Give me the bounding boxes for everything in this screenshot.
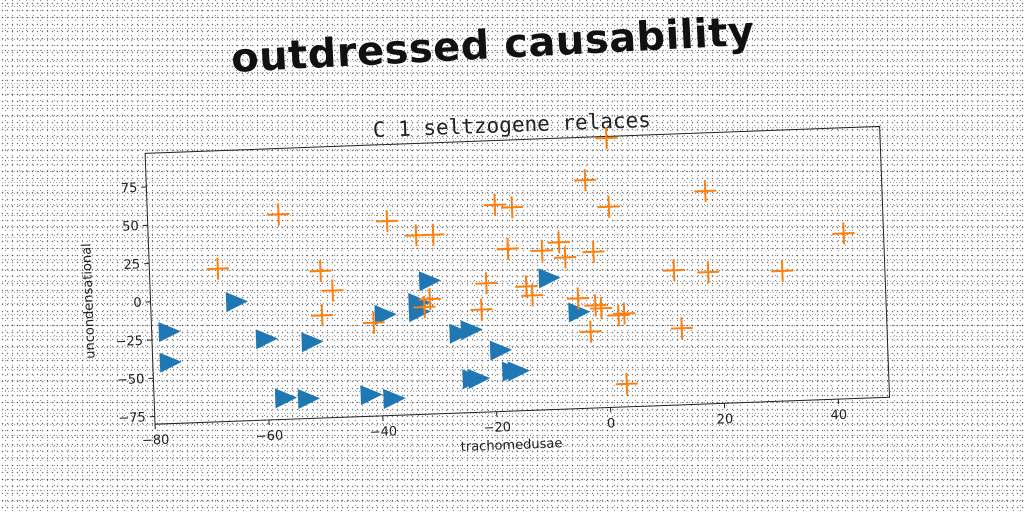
plus-point bbox=[595, 126, 618, 150]
triangle-point bbox=[489, 340, 513, 361]
plus-point bbox=[470, 298, 493, 321]
plus-point bbox=[697, 261, 720, 284]
triangle-point bbox=[255, 329, 278, 350]
triangle-point bbox=[568, 302, 591, 323]
y-axis-label: uncondensational bbox=[79, 243, 98, 359]
plus-point bbox=[574, 169, 597, 192]
triangle-point bbox=[158, 322, 181, 343]
plus-point bbox=[521, 284, 544, 307]
plus-point bbox=[567, 287, 590, 310]
x-tick-label: 0 bbox=[607, 416, 616, 431]
plus-point bbox=[267, 203, 290, 226]
y-tick-label: −50 bbox=[117, 372, 145, 388]
plus-point bbox=[582, 240, 605, 263]
triangle-point bbox=[274, 388, 298, 409]
y-tick-label: −25 bbox=[115, 334, 143, 350]
triangle-point bbox=[538, 268, 561, 289]
triangle-point bbox=[418, 271, 442, 292]
plus-point bbox=[515, 275, 538, 298]
triangle-point bbox=[383, 388, 406, 409]
y-tick-label: 0 bbox=[133, 296, 142, 311]
scatter-points bbox=[158, 126, 855, 410]
plus-point bbox=[579, 320, 602, 343]
plus-point bbox=[483, 193, 506, 216]
plus-point bbox=[496, 237, 519, 260]
triangle-point bbox=[159, 352, 182, 373]
plus-point bbox=[206, 257, 229, 280]
x-tick-label: −60 bbox=[256, 428, 284, 444]
triangle-point bbox=[467, 368, 491, 389]
plus-point bbox=[597, 195, 620, 218]
plus-point bbox=[615, 372, 638, 395]
plus-point bbox=[662, 259, 685, 282]
plus-point bbox=[771, 259, 794, 282]
y-tick-label: 25 bbox=[123, 257, 140, 273]
plus-point bbox=[500, 196, 524, 219]
plus-point bbox=[584, 294, 607, 317]
triangle-point bbox=[225, 292, 249, 313]
x-axis-ticks: −80 −60 −40 −20 0 20 40 bbox=[142, 399, 847, 449]
y-axis-ticks: −75 −50 −25 0 25 50 75 bbox=[115, 181, 155, 426]
plus-point bbox=[531, 239, 554, 262]
plus-point bbox=[362, 311, 385, 334]
plot-frame bbox=[144, 125, 891, 425]
plus-point bbox=[376, 210, 399, 233]
y-tick-label: 50 bbox=[122, 219, 139, 235]
plus-point bbox=[321, 279, 344, 302]
x-tick-label: −80 bbox=[142, 433, 170, 449]
y-tick-label: −75 bbox=[118, 410, 146, 426]
x-tick-label: −40 bbox=[369, 424, 397, 440]
plus-point bbox=[309, 259, 332, 283]
triangle-point bbox=[301, 332, 324, 353]
x-axis-label: trachomedusae bbox=[461, 436, 563, 455]
triangle-point bbox=[460, 320, 483, 341]
plus-point bbox=[613, 302, 636, 325]
y-tick-label: 75 bbox=[121, 181, 138, 197]
triangle-point bbox=[297, 389, 321, 410]
x-tick-label: 40 bbox=[830, 408, 847, 424]
plus-point bbox=[694, 180, 717, 203]
x-tick-label: 20 bbox=[716, 412, 733, 428]
plus-point bbox=[670, 317, 693, 340]
triangle-point bbox=[360, 385, 383, 406]
plus-point bbox=[413, 296, 436, 319]
plus-point bbox=[311, 304, 334, 327]
triangle-point bbox=[507, 361, 530, 382]
plus-point bbox=[422, 223, 445, 246]
plus-point bbox=[832, 222, 855, 245]
triangle-point bbox=[449, 323, 472, 344]
chart-subtitle: C 1 seltzogene relaces bbox=[372, 108, 651, 142]
plus-point bbox=[590, 297, 613, 320]
x-tick-label: −20 bbox=[483, 420, 511, 436]
plus-point bbox=[475, 272, 498, 295]
plus-point bbox=[554, 246, 577, 269]
triangle-point bbox=[374, 305, 397, 325]
plus-point bbox=[547, 231, 570, 254]
plus-point bbox=[607, 304, 630, 327]
